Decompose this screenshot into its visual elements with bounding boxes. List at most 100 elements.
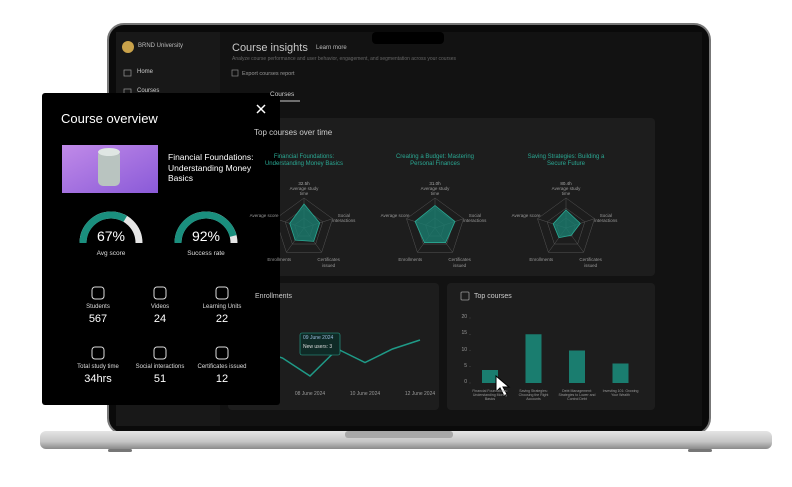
stat-icon <box>91 346 105 360</box>
radar-stat: 31.0h <box>429 181 441 186</box>
radar-axis-label: Certificates issued <box>317 257 340 268</box>
radar-grid <box>537 197 595 253</box>
x-tick-label: 08 June 2024 <box>294 391 326 397</box>
gauge-value <box>174 211 237 244</box>
radar-title: Financial Foundations: Understanding Mon… <box>264 154 344 167</box>
stat-value: 567 <box>88 313 108 325</box>
export-button[interactable]: Export courses report <box>242 71 295 77</box>
coin-top <box>98 148 120 156</box>
stat-value: 22 <box>215 313 229 325</box>
stat-value: 24 <box>153 313 167 325</box>
org-name: BRND University <box>138 43 184 49</box>
gauge-label: 92% <box>191 228 221 244</box>
stat-label: Students <box>86 304 110 310</box>
x-tick-label: 10 June 2024 <box>349 391 381 397</box>
stat-icon <box>153 286 167 300</box>
radar-axis-label: Certificates issued <box>448 257 471 268</box>
stat-icon <box>153 346 167 360</box>
radar-axis-label: Average study time <box>289 186 319 197</box>
foot <box>108 449 132 452</box>
radar-stat: 80.4h <box>560 181 572 186</box>
panel-title: Enrollments <box>255 293 292 300</box>
gauge-value <box>79 211 128 244</box>
radar-axis-label: Certificates issued <box>579 257 602 268</box>
radar-shape <box>552 209 581 239</box>
bar <box>525 334 542 383</box>
x-tick-label: Financial Foundations: Understanding Mon… <box>472 389 508 402</box>
bar <box>569 350 585 383</box>
radar-grid <box>546 207 586 245</box>
radar-shape <box>414 204 456 243</box>
radar-axis-label: Enrollments <box>267 257 292 263</box>
radar-title: Saving Strategies: Building a Secure Fut… <box>527 154 605 167</box>
stat-label: Social interactions <box>135 364 185 370</box>
overview-card <box>42 93 280 405</box>
base-groove <box>345 431 453 438</box>
bar <box>482 370 498 383</box>
stat-icon <box>215 286 229 300</box>
x-tick-label: Investing 101: Growing Your Wealth <box>602 389 639 398</box>
radar-axis-label: Social interactions <box>332 212 356 223</box>
gauge-label: 67% <box>96 228 126 244</box>
radar-axis-label: Average score <box>380 212 410 218</box>
x-tick-label: Debt Management: Strategies to Lower and… <box>558 389 596 402</box>
panel-icon <box>460 291 470 301</box>
radar-title: Creating a Budget: Mastering Personal Fi… <box>395 154 475 167</box>
page-subtitle: Analyze course performance and user beha… <box>232 56 457 62</box>
radar-grid <box>275 197 333 253</box>
y-tick-label: 20 <box>461 314 467 320</box>
stat-icon <box>91 286 105 300</box>
page-title: Course insights <box>232 42 308 54</box>
course-title: Financial Foundations: Understanding Mon… <box>168 152 254 184</box>
gauge-name: Success rate <box>187 250 225 257</box>
nav-icon <box>123 69 132 77</box>
stat-value: 34hrs <box>84 373 112 385</box>
coin-stack <box>98 150 120 186</box>
radar-axis-label: Enrollments <box>398 257 423 263</box>
x-tick-label: 12 June 2024 <box>404 391 436 397</box>
laptop-base <box>40 431 772 449</box>
overview-marks <box>79 211 238 360</box>
panel-title: Top courses over time <box>254 128 333 137</box>
tooltip-text: New users: 3 <box>303 344 333 350</box>
notch <box>372 32 444 44</box>
tooltip <box>299 332 341 356</box>
y-tick-label: 0 <box>464 379 467 385</box>
stat-value: 12 <box>215 373 229 385</box>
card-title: Course overview <box>61 111 158 126</box>
radar-axis-label: Social interactions <box>463 212 487 223</box>
radar-axis-label: Average score <box>249 212 279 218</box>
radar-axis-label: Social interactions <box>594 212 618 223</box>
stat-label: Learning Units <box>202 304 242 310</box>
radar-stat: 32.5h <box>298 181 310 186</box>
cursor <box>495 374 511 397</box>
tooltip-date: 09 June 2024 <box>303 335 334 341</box>
gauge-name: Avg score <box>96 250 126 257</box>
radar-axis-label: Average study time <box>420 186 450 197</box>
y-tick-label: 5 <box>464 362 467 369</box>
radar-grid <box>284 207 324 245</box>
radar-axis-label: Average score <box>511 212 541 218</box>
y-tick-label: 10 <box>461 346 467 353</box>
stat-label: Videos <box>150 304 170 310</box>
stat-value: 51 <box>153 373 167 385</box>
panel-title: Top courses <box>474 293 512 300</box>
logo <box>122 41 134 53</box>
export-icon <box>231 69 239 77</box>
x-tick-label: Saving Strategies: Choosing the Right Ac… <box>518 389 549 402</box>
bar <box>612 363 629 383</box>
learn-more: Learn more <box>316 45 347 51</box>
radar-panel <box>228 118 655 276</box>
stat-label: Total study time <box>77 364 119 370</box>
tab: Courses <box>270 91 295 98</box>
radar-grid <box>406 197 464 253</box>
foot <box>688 449 712 452</box>
y-tick-label: 15 <box>461 330 467 337</box>
radar-axis-label: Enrollments <box>529 257 554 263</box>
radar-axis-label: Average study time <box>551 186 581 197</box>
stat-label: Certificates issued <box>197 364 247 370</box>
radar-shape <box>289 203 321 242</box>
close-icon[interactable] <box>256 104 266 114</box>
